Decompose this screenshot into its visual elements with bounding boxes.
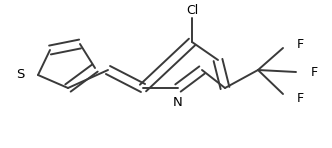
Text: N: N xyxy=(173,96,183,110)
Text: F: F xyxy=(297,37,304,50)
Text: S: S xyxy=(16,69,24,82)
Text: F: F xyxy=(311,66,318,78)
Text: Cl: Cl xyxy=(186,4,198,16)
Text: F: F xyxy=(297,91,304,104)
